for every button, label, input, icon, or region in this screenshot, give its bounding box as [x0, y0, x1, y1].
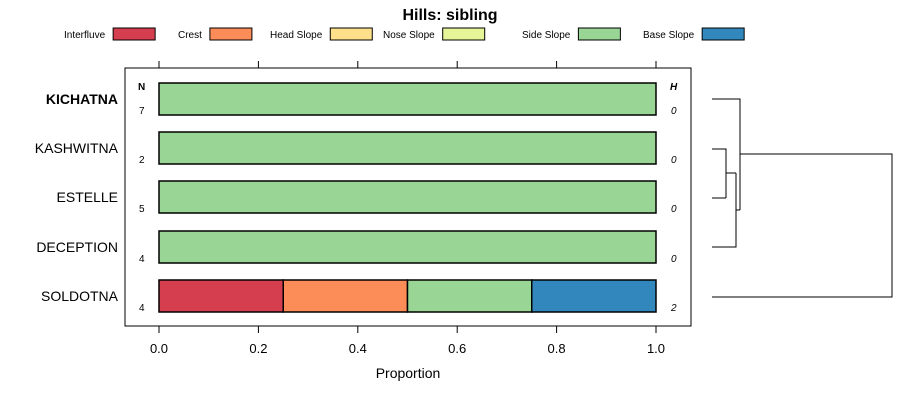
legend-label-base-slope: Base Slope — [643, 30, 695, 41]
bar-segment-soldotna-crest — [282, 279, 409, 313]
x-tick-label: 0.6 — [448, 341, 466, 356]
dendrogram-branch-kichatna — [712, 98, 741, 210]
legend-label-crest: Crest — [178, 30, 202, 41]
legend-swatch-side-slope — [577, 27, 621, 41]
legend-label-head-slope: Head Slope — [270, 30, 323, 41]
bar-segment-estelle-side-slope — [158, 180, 657, 214]
dendrogram — [712, 98, 893, 298]
n-value-deception: 4 — [139, 254, 145, 265]
x-tick-label: 1.0 — [647, 341, 665, 356]
category-label-estelle: ESTELLE — [57, 189, 118, 205]
dendrogram-branch-deception — [712, 173, 737, 248]
n-value-kichatna: 7 — [139, 106, 145, 117]
dendrogram-branch-root — [712, 153, 893, 298]
legend-swatch-head-slope — [329, 27, 373, 41]
n-value-estelle: 5 — [139, 204, 145, 215]
bar-segment-kichatna-side-slope — [158, 82, 657, 116]
category-label-kashwitna: KASHWITNA — [35, 140, 119, 156]
n-value-soldotna: 4 — [139, 303, 145, 314]
x-tick-label: 0.8 — [548, 341, 566, 356]
x-tick-label: 0.0 — [150, 341, 168, 356]
x-axis: 0.0 0.2 0.4 0.6 0.8 1.0 — [150, 61, 665, 356]
legend-swatch-crest — [209, 27, 253, 41]
legend-label-side-slope: Side Slope — [522, 30, 571, 41]
chart-title: Hills: sibling — [402, 7, 497, 24]
legend-label-nose-slope: Nose Slope — [383, 30, 435, 41]
h-value-kichatna: 0 — [671, 106, 677, 117]
bar-segment-kashwitna-side-slope — [158, 131, 657, 165]
h-value-deception: 0 — [671, 254, 677, 265]
legend-swatch-base-slope — [701, 27, 745, 41]
h-value-estelle: 0 — [671, 204, 677, 215]
legend-label-interfluve: Interfluve — [64, 30, 106, 41]
x-axis-label: Proportion — [376, 365, 441, 381]
legend-swatch-interfluve — [112, 27, 156, 41]
category-label-soldotna: SOLDOTNA — [41, 288, 119, 304]
bars: KICHATNA 7 0 KASHWITNA 2 0 ESTELLE 5 0 DECEPTION 4… — [35, 82, 677, 314]
category-label-deception: DECEPTION — [36, 239, 118, 255]
bar-segment-soldotna-base-slope — [531, 279, 657, 313]
bar-segment-soldotna-interfluve — [158, 279, 284, 313]
plot-frame — [124, 67, 692, 327]
category-label-kichatna: KICHATNA — [46, 91, 118, 107]
n-column-header: N — [138, 82, 145, 93]
h-value-kashwitna: 0 — [671, 155, 677, 166]
bar-segment-deception-side-slope — [158, 230, 657, 264]
legend-swatch-nose-slope — [442, 27, 486, 41]
dendrogram-branch-kashwitna — [712, 148, 727, 198]
x-tick-label: 0.4 — [349, 341, 367, 356]
n-value-kashwitna: 2 — [139, 155, 145, 166]
legend: Interfluve Crest Head Slope Nose Slope Side … — [64, 27, 745, 41]
h-value-soldotna: 2 — [670, 303, 677, 314]
h-column-header: H — [670, 82, 678, 93]
bar-segment-soldotna-side-slope — [406, 279, 533, 313]
x-tick-label: 0.2 — [249, 341, 267, 356]
